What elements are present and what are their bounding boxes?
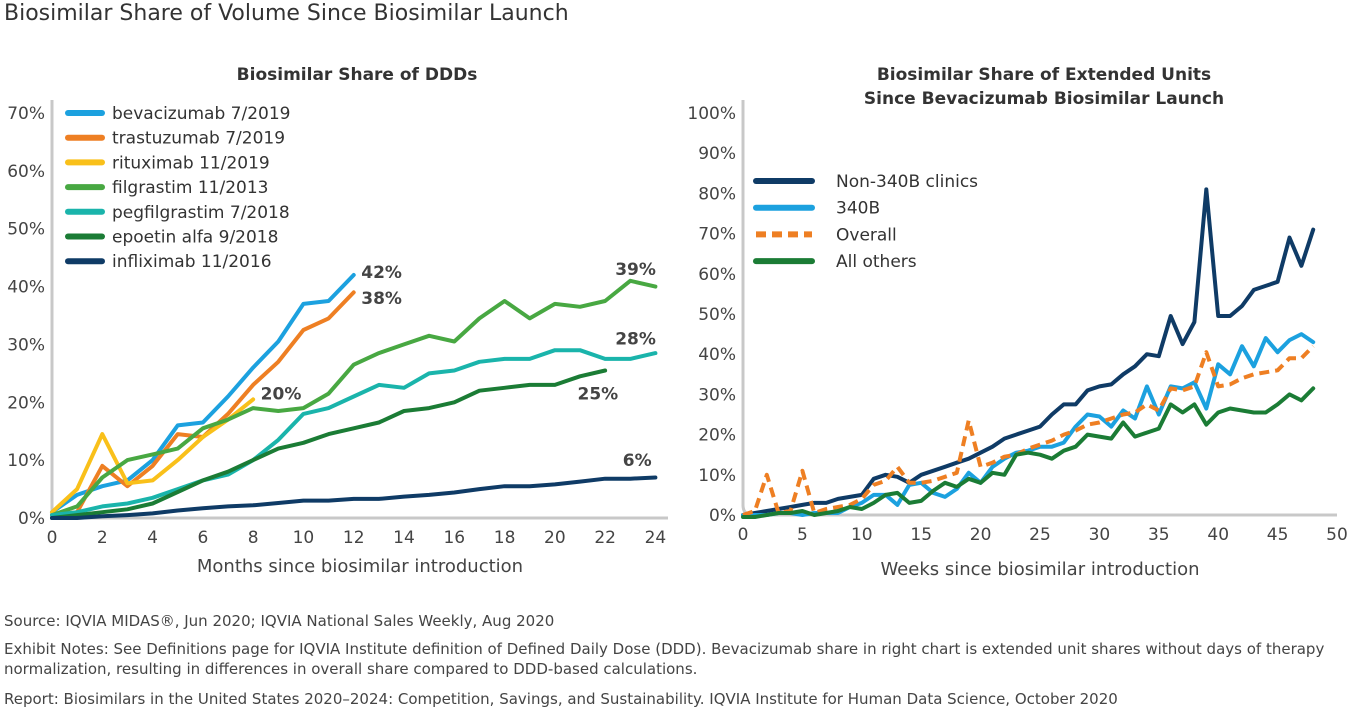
x-tick-label: 50 [1326, 525, 1348, 545]
legend-label: infliximab 11/2016 [112, 252, 272, 272]
x-tick-label: 10 [293, 528, 315, 548]
chart-title: Since Bevacizumab Biosimilar Launch [864, 89, 1224, 109]
y-tick-label: 100% [687, 104, 736, 124]
x-tick-label: 24 [645, 528, 667, 548]
data-label: 42% [361, 263, 402, 283]
x-tick-label: 25 [1029, 525, 1051, 545]
x-tick-label: 0 [47, 528, 58, 548]
y-tick-label: 10% [7, 451, 45, 471]
series-line [741, 386, 1316, 519]
data-label: 6% [623, 451, 652, 471]
data-label: 25% [577, 385, 618, 405]
legend-label: trastuzumab 7/2019 [112, 129, 285, 149]
x-tick-label: 4 [147, 528, 158, 548]
x-tick-label: 30 [1089, 525, 1111, 545]
x-tick-label: 45 [1267, 525, 1289, 545]
y-tick-label: 50% [698, 305, 736, 325]
x-tick-label: 0 [738, 525, 749, 545]
x-tick-label: 12 [343, 528, 365, 548]
data-label: 38% [361, 289, 402, 309]
legend-label: filgrastim 11/2013 [112, 178, 268, 198]
data-label: 39% [615, 260, 656, 280]
report-citation: Report: Biosimilars in the United States… [4, 690, 1118, 708]
y-tick-label: 60% [7, 162, 45, 182]
y-tick-label: 20% [698, 426, 736, 446]
x-tick-label: 18 [494, 528, 516, 548]
legend-label: 340B [836, 199, 880, 219]
series-line [50, 475, 658, 520]
biosimilar-charts: Biosimilar Share of DDDs0%10%20%30%40%50… [7, 65, 1348, 580]
data-label: 28% [615, 330, 656, 350]
chart-title: Biosimilar Share of DDDs [237, 65, 478, 85]
legend-label: rituximab 11/2019 [112, 153, 270, 173]
x-tick-label: 2 [97, 528, 108, 548]
y-tick-label: 10% [698, 466, 736, 486]
data-label: 20% [261, 385, 302, 405]
y-tick-label: 0% [709, 506, 736, 526]
legend-label: Non-340B clinics [836, 172, 978, 192]
y-tick-label: 80% [698, 184, 736, 204]
series-line [741, 187, 1316, 517]
y-tick-label: 40% [698, 345, 736, 365]
x-tick-label: 10 [851, 525, 873, 545]
y-tick-label: 30% [698, 385, 736, 405]
y-tick-label: 20% [7, 393, 45, 413]
x-tick-label: 35 [1148, 525, 1170, 545]
y-tick-label: 50% [7, 220, 45, 240]
series-line [50, 368, 608, 520]
x-tick-label: 16 [443, 528, 465, 548]
x-tick-label: 6 [197, 528, 208, 548]
series-line [742, 344, 1315, 517]
y-tick-label: 70% [7, 104, 45, 124]
series-line [50, 273, 356, 515]
x-axis-label: Weeks since biosimilar introduction [880, 559, 1199, 580]
x-tick-label: 5 [797, 525, 808, 545]
series-line [50, 397, 256, 515]
series-line [50, 278, 658, 518]
y-tick-label: 30% [7, 335, 45, 355]
y-tick-label: 90% [698, 144, 736, 164]
y-tick-label: 60% [698, 265, 736, 285]
chart-title: Biosimilar Share of Extended Units [877, 65, 1211, 85]
series-line [741, 332, 1316, 517]
exhibit-notes: Exhibit Notes: See Definitions page for … [4, 640, 1325, 678]
x-tick-label: 14 [393, 528, 415, 548]
x-tick-label: 20 [970, 525, 992, 545]
x-axis-label: Months since biosimilar introduction [197, 556, 523, 577]
legend-label: Overall [836, 225, 897, 245]
x-tick-label: 20 [544, 528, 566, 548]
x-tick-label: 40 [1207, 525, 1229, 545]
y-tick-label: 40% [7, 278, 45, 298]
legend-label: bevacizumab 7/2019 [112, 104, 290, 124]
x-tick-label: 15 [910, 525, 932, 545]
y-tick-label: 70% [698, 225, 736, 245]
y-tick-label: 0% [18, 509, 45, 529]
legend-label: All others [836, 252, 917, 272]
x-tick-label: 8 [248, 528, 259, 548]
series-line [50, 348, 658, 518]
source-note: Source: IQVIA MIDAS®, Jun 2020; IQVIA Na… [4, 612, 555, 630]
legend-label: pegfilgrastim 7/2018 [112, 203, 290, 223]
page-title: Biosimilar Share of Volume Since Biosimi… [4, 1, 569, 26]
legend-label: epoetin alfa 9/2018 [112, 228, 278, 248]
x-tick-label: 22 [594, 528, 616, 548]
